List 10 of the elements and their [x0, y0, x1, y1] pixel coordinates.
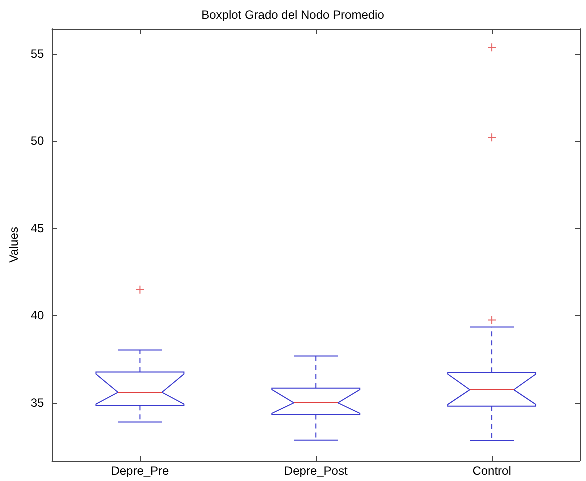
y-tick-label: 55	[30, 46, 45, 61]
y-tick-label: 40	[30, 308, 45, 323]
y-tick-label: 50	[30, 134, 45, 148]
x-tick-label: Depre_Pre	[111, 464, 170, 478]
x-tick-label: Control	[472, 464, 512, 478]
x-tick-label: Depre_Post	[284, 464, 348, 478]
chart-title: Boxplot Grado del Nodo Promedio	[202, 8, 385, 22]
y-axis-title: Values	[7, 227, 21, 263]
y-tick-label: 35	[30, 396, 45, 410]
y-tick-label: 45	[30, 221, 45, 236]
